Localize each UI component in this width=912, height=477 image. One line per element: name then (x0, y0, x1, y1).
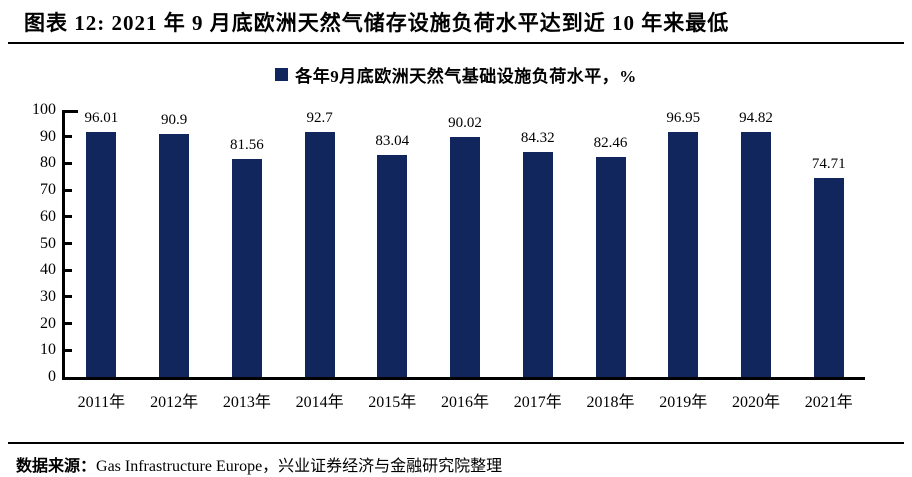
y-axis-tick-mark (65, 161, 72, 165)
bar-value-label: 84.32 (520, 129, 555, 146)
y-axis-tick-label: 100 (32, 101, 56, 118)
x-axis-category-label: 2015年 (368, 394, 417, 411)
bar (522, 151, 553, 377)
bar-column: 84.32 (501, 110, 574, 377)
bar-column: 74.71 (792, 110, 865, 377)
bar-column: 90.9 (138, 110, 211, 377)
y-axis-tick-label: 80 (40, 154, 56, 172)
bar-chart: 0 10 20 30 40 50 60 70 80 90 100 96.01 90.9 81.56 92.… (6, 101, 912, 385)
bar-value-label: 90.9 (160, 112, 188, 129)
y-axis-tick-label: 0 (48, 368, 56, 385)
bar-column: 81.56 (210, 110, 283, 377)
bar-column: 90.02 (429, 110, 502, 377)
y-axis-tick-mark (65, 135, 72, 139)
y-axis-tick-label: 70 (40, 181, 56, 199)
bar (813, 177, 844, 377)
y-axis-tick-mark (65, 268, 72, 272)
figure-header: 图表 12: 2021 年 9 月底欧洲天然气储存设施负荷水平达到近 10 年来… (8, 0, 904, 44)
y-axis-tick-mark (65, 295, 72, 299)
bar-value-label: 74.71 (811, 155, 846, 172)
y-axis-tick-label: 30 (40, 287, 56, 305)
legend-swatch-icon (275, 67, 289, 81)
y-axis-tick-label: 10 (40, 341, 56, 359)
y-axis-tick-label: 20 (40, 314, 56, 332)
x-axis-category-label: 2014年 (295, 394, 344, 411)
bar-column: 96.95 (647, 110, 720, 377)
y-axis: 0 10 20 30 40 50 60 70 80 90 100 (6, 101, 62, 385)
bar-value-label: 94.82 (739, 110, 773, 126)
x-axis-category-label: 2011年 (77, 394, 126, 411)
bar (231, 159, 262, 377)
y-axis-tick-mark (65, 242, 72, 245)
bar-column: 83.04 (356, 110, 429, 377)
source-note: 数据来源：Gas Infrastructure Europe，兴业证券经济与金融… (8, 442, 904, 476)
bar-column: 96.01 (65, 110, 138, 377)
x-axis-category-label: 2019年 (659, 394, 708, 411)
x-axis-category-label: 2021年 (804, 394, 853, 411)
bar-column: 82.46 (574, 110, 647, 377)
source-text: Gas Infrastructure Europe，兴业证券经济与金融研究院整理 (96, 458, 503, 475)
y-axis-tick-label: 90 (40, 127, 56, 145)
bar-value-label: 96.01 (84, 110, 119, 126)
y-axis-tick-label: 40 (40, 261, 56, 279)
x-axis-category-label: 2018年 (586, 394, 635, 411)
x-axis-category-label: 2013年 (222, 394, 271, 411)
bar-value-label: 82.46 (593, 134, 628, 151)
bar (740, 132, 771, 377)
plot-area: 96.01 90.9 81.56 92.7 83.04 90.02 84.32 82.46 96… (62, 110, 865, 380)
bar (86, 132, 117, 377)
bar-series: 96.01 90.9 81.56 92.7 83.04 90.02 84.32 82.46 96… (65, 110, 865, 377)
figure-title: 图表 12: 2021 年 9 月底欧洲天然气储存设施负荷水平达到近 10 年来… (24, 11, 730, 35)
x-axis-category-label: 2017年 (513, 394, 562, 411)
bar (304, 132, 335, 377)
y-axis-tick-mark (65, 188, 72, 192)
bar-value-label: 96.95 (666, 110, 701, 126)
bar (450, 136, 481, 377)
y-axis-tick-label: 50 (40, 234, 56, 252)
x-axis-category-label: 2016年 (441, 394, 490, 411)
bar-value-label: 92.7 (306, 110, 333, 126)
bar-value-label: 90.02 (448, 114, 482, 131)
bar (377, 155, 408, 377)
source-label: 数据来源： (16, 458, 97, 475)
y-axis-tick-mark (65, 215, 72, 219)
legend-label: 各年9月底欧洲天然气基础设施负荷水平，% (295, 66, 637, 86)
y-axis-tick-label: 60 (40, 207, 56, 225)
y-axis-tick-mark (65, 322, 72, 326)
x-axis-category-label: 2020年 (731, 394, 780, 411)
bar-value-label: 81.56 (229, 137, 264, 154)
bar-column: 92.7 (283, 110, 356, 377)
chart-legend: 各年9月底欧洲天然气基础设施负荷水平，% (0, 64, 912, 86)
bar-value-label: 83.04 (375, 133, 410, 150)
x-axis: 2011年 2012年 2013年 2014年 2015年 2016年 2017年 2018年… (65, 388, 865, 412)
y-axis-top-tick (65, 110, 78, 113)
bar (159, 134, 190, 377)
bar (668, 132, 699, 377)
y-axis-tick-mark (65, 348, 72, 352)
bar-column: 94.82 (720, 110, 793, 377)
bar (595, 156, 626, 377)
x-axis-category-label: 2012年 (150, 394, 199, 411)
